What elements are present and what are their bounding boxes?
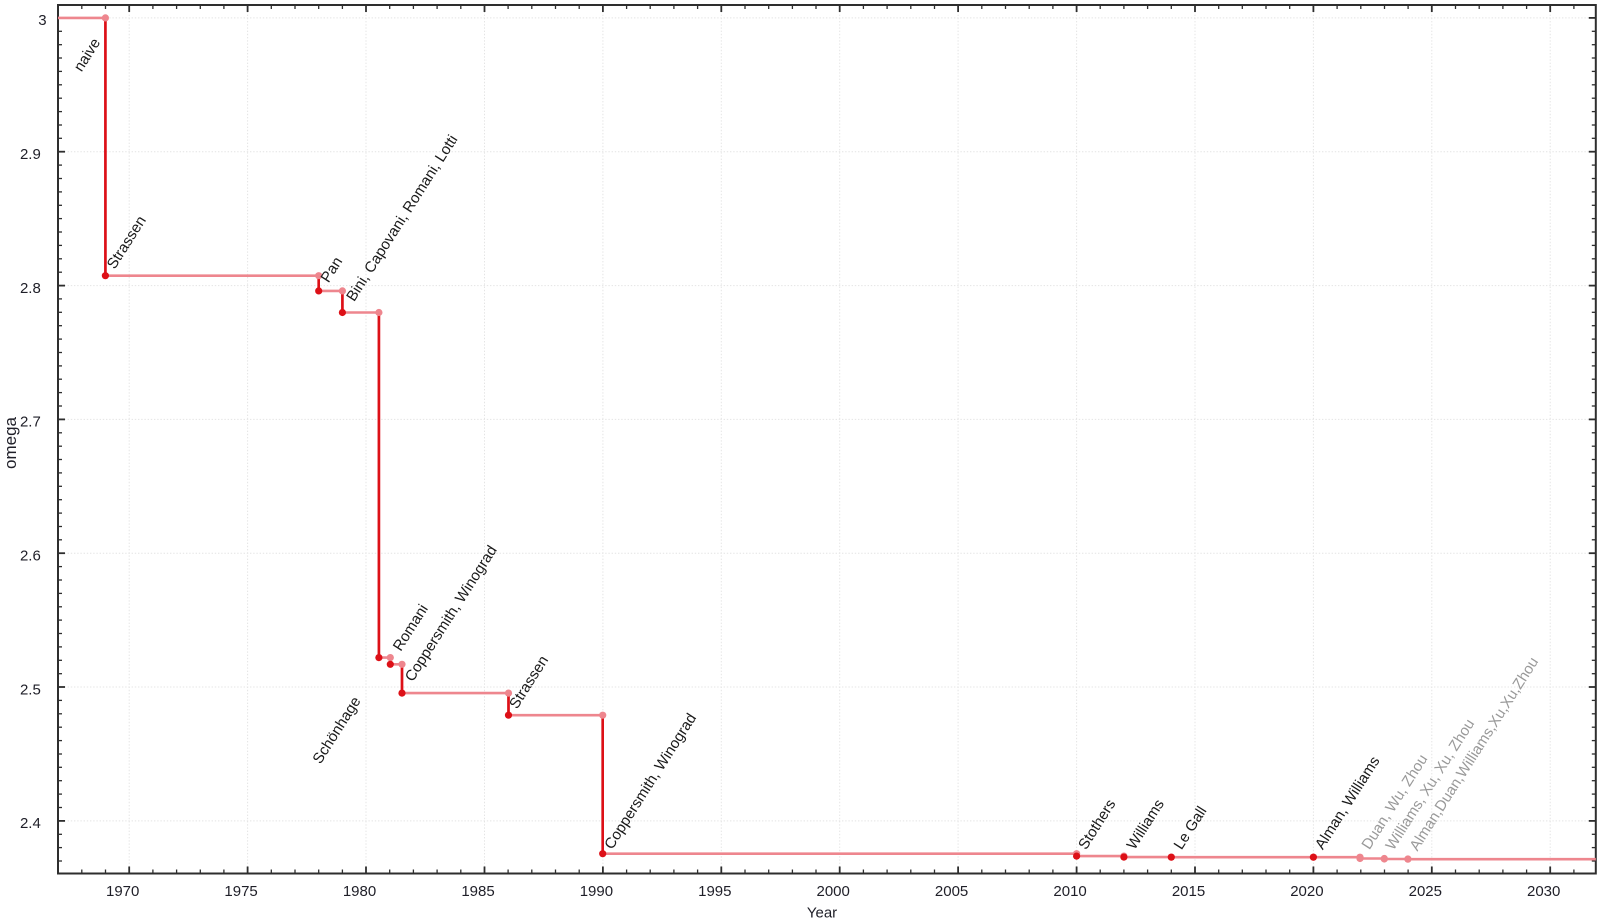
svg-text:Year: Year (807, 905, 837, 920)
svg-text:2.9: 2.9 (20, 146, 41, 163)
svg-text:1980: 1980 (343, 883, 376, 900)
svg-text:2.5: 2.5 (20, 681, 41, 698)
svg-text:2010: 2010 (1053, 883, 1086, 900)
svg-text:2020: 2020 (1290, 883, 1323, 900)
svg-text:2005: 2005 (935, 883, 968, 900)
svg-text:2000: 2000 (817, 883, 850, 900)
svg-text:1985: 1985 (461, 883, 494, 900)
svg-text:1990: 1990 (580, 883, 613, 900)
svg-text:2.4: 2.4 (20, 815, 41, 832)
svg-text:2.7: 2.7 (20, 414, 41, 431)
svg-text:3: 3 (38, 12, 46, 29)
svg-text:2.8: 2.8 (20, 280, 41, 297)
svg-text:omega: omega (1, 416, 20, 469)
svg-text:1975: 1975 (224, 883, 257, 900)
svg-text:2015: 2015 (1172, 883, 1205, 900)
svg-text:2030: 2030 (1527, 883, 1560, 900)
svg-text:1995: 1995 (698, 883, 731, 900)
svg-text:2025: 2025 (1409, 883, 1442, 900)
svg-text:1970: 1970 (106, 883, 139, 900)
svg-text:2.6: 2.6 (20, 548, 41, 565)
